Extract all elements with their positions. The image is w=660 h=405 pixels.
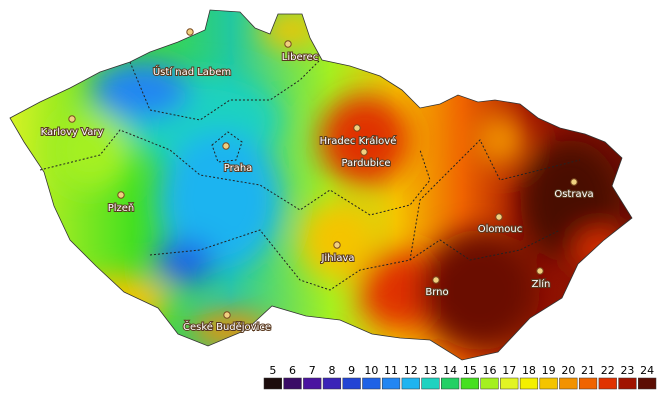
legend-label: 22: [601, 364, 615, 377]
city-dot: [432, 276, 440, 284]
city-label: Liberec: [282, 52, 318, 63]
legend-swatch: [578, 377, 598, 390]
legend-label: 23: [620, 364, 634, 377]
city-label: Hradec Králové: [320, 135, 397, 147]
legend-label: 17: [502, 364, 516, 377]
legend-swatch: [500, 377, 519, 390]
city-label: Praha: [224, 163, 253, 174]
city-label: Plzeň: [108, 202, 135, 214]
legend-label: 24: [640, 364, 654, 377]
city-label: Olomouc: [478, 224, 522, 235]
legend-swatch: [598, 377, 617, 390]
legend-label: 8: [328, 364, 335, 377]
cities: Ústí nad Labem Liberec Karlovy Vary Praha Hr…: [40, 28, 595, 334]
city-dot: [284, 40, 292, 48]
legend-label: 5: [269, 364, 276, 377]
legend-swatch: [322, 377, 342, 390]
city-label: Zlín: [532, 278, 551, 290]
city-dot: [117, 191, 125, 199]
city-label: Karlovy Vary: [41, 127, 104, 138]
city-dot: [495, 213, 503, 221]
legend: 5 6 7 8 9 10 11 12 13 14 15 16 17 18 19 20 21 22 23 24: [263, 364, 657, 390]
city-label: České Budějovice: [183, 320, 271, 333]
legend-label: 7: [309, 364, 316, 377]
region-borders: [39, 59, 581, 291]
legend-label: 11: [384, 364, 398, 377]
legend-swatch: [381, 377, 401, 390]
city-label: Pardubice: [341, 158, 390, 169]
legend-label: 16: [483, 364, 497, 377]
legend-label: 10: [364, 364, 378, 377]
city-dot: [353, 124, 361, 132]
legend-swatch: [618, 377, 637, 390]
city-dot: [570, 178, 578, 186]
legend-swatch: [480, 377, 499, 390]
legend-label: 6: [289, 364, 296, 377]
legend-swatch: [263, 377, 282, 390]
city-dot: [536, 267, 544, 275]
legend-label: 21: [581, 364, 595, 377]
legend-swatch: [539, 377, 558, 390]
city-dot: [223, 311, 231, 319]
city-dot: [186, 28, 194, 36]
city-dot: [333, 241, 341, 249]
legend-label: 12: [404, 364, 418, 377]
legend-label: 9: [348, 364, 355, 377]
city-label: Jihlava: [320, 253, 354, 264]
legend-swatch: [559, 377, 578, 390]
city-label: Ústí nad Labem: [153, 65, 231, 78]
legend-label: 20: [561, 364, 575, 377]
legend-swatch: [283, 377, 302, 390]
legend-swatch: [362, 377, 381, 390]
legend-label: 13: [423, 364, 437, 377]
city-label: Ostrava: [554, 189, 593, 200]
legend-swatch: [441, 377, 460, 390]
legend-swatch: [303, 377, 322, 390]
city-dot: [222, 142, 230, 150]
legend-swatch: [519, 377, 539, 390]
legend-swatch: [421, 377, 440, 390]
legend-swatch: [460, 377, 479, 390]
legend-swatch: [638, 377, 657, 390]
legend-label: 19: [542, 364, 556, 377]
city-label: Brno: [425, 287, 448, 298]
legend-label: 18: [522, 364, 536, 377]
legend-swatch: [401, 377, 420, 390]
legend-label: 14: [443, 364, 457, 377]
legend-label: 15: [463, 364, 477, 377]
city-dot: [360, 148, 368, 156]
legend-swatch: [342, 377, 361, 390]
city-dot: [68, 115, 76, 123]
